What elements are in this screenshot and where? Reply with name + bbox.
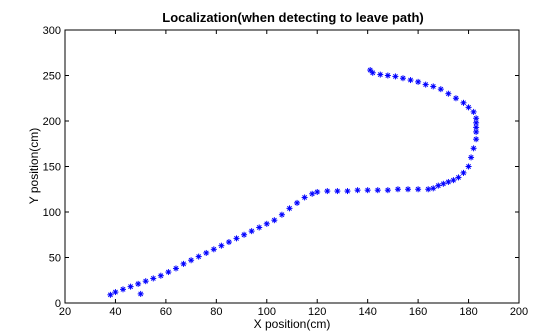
- data-point: [445, 178, 452, 185]
- data-point: [440, 180, 447, 187]
- data-point: [394, 186, 401, 193]
- y-tick-label: 200: [43, 116, 61, 128]
- data-point: [324, 188, 331, 195]
- y-tick-label: 50: [49, 253, 61, 265]
- data-point: [286, 205, 293, 212]
- data-point: [435, 182, 442, 189]
- data-point: [384, 187, 391, 194]
- data-point: [445, 90, 452, 97]
- data-point: [392, 73, 399, 80]
- data-point: [233, 235, 240, 242]
- data-point: [430, 83, 437, 90]
- data-point: [344, 188, 351, 195]
- data-point: [263, 220, 270, 227]
- x-tick-label: 80: [210, 306, 222, 318]
- data-point: [468, 154, 475, 161]
- x-tick-label: 100: [258, 306, 276, 318]
- axis-ticks: 20 40 60 80 100 120 140 160 180 200 0 50 100 150 200 25…: [43, 25, 529, 318]
- data-point: [465, 104, 472, 111]
- data-point: [374, 187, 381, 194]
- data-point: [256, 224, 263, 231]
- data-point: [450, 177, 457, 184]
- data-point: [334, 188, 341, 195]
- x-tick-label: 40: [109, 306, 121, 318]
- data-point: [127, 283, 134, 290]
- data-point: [218, 242, 225, 249]
- x-tick-label: 140: [358, 306, 376, 318]
- data-point: [135, 280, 142, 287]
- data-point: [354, 187, 361, 194]
- data-point: [399, 75, 406, 82]
- x-tick-label: 160: [409, 306, 427, 318]
- data-point: [377, 71, 384, 78]
- x-axis-label: X position(cm): [254, 317, 331, 331]
- data-point: [180, 260, 187, 267]
- data-markers: [107, 67, 480, 298]
- x-tick-label: 180: [459, 306, 477, 318]
- x-tick-label: 60: [160, 306, 172, 318]
- x-tick-label: 200: [510, 306, 528, 318]
- data-point: [150, 275, 157, 282]
- data-point: [309, 190, 316, 197]
- data-point: [384, 72, 391, 79]
- data-point: [278, 211, 285, 218]
- data-point: [165, 269, 172, 276]
- data-point: [241, 231, 248, 238]
- data-point: [172, 265, 179, 272]
- data-point: [422, 81, 429, 88]
- data-point: [405, 186, 412, 193]
- data-point: [210, 246, 217, 253]
- y-tick-label: 250: [43, 71, 61, 83]
- data-point: [248, 228, 255, 235]
- data-point: [470, 145, 477, 152]
- data-point: [430, 185, 437, 192]
- data-point: [107, 291, 114, 298]
- data-point: [415, 78, 422, 85]
- x-tick-label: 20: [59, 306, 71, 318]
- data-point: [367, 67, 374, 74]
- data-point: [465, 163, 472, 170]
- data-point: [425, 186, 432, 193]
- data-point: [225, 239, 232, 246]
- y-tick-label: 300: [43, 25, 61, 37]
- data-point: [301, 194, 308, 201]
- y-axis-label: Y position(cm): [27, 128, 41, 204]
- data-point: [470, 108, 477, 115]
- data-point: [271, 217, 278, 224]
- data-point: [473, 115, 480, 122]
- x-tick-label: 120: [308, 306, 326, 318]
- data-point: [157, 272, 164, 279]
- chart-title: Localization(when detecting to leave pat…: [162, 10, 423, 25]
- data-point: [452, 95, 459, 102]
- data-point: [137, 290, 144, 297]
- data-point: [473, 136, 480, 143]
- data-point: [455, 174, 462, 181]
- data-point: [415, 186, 422, 193]
- data-point: [314, 188, 321, 195]
- data-point: [112, 289, 119, 296]
- data-point: [120, 286, 127, 293]
- data-point: [142, 278, 149, 285]
- y-tick-label: 100: [43, 207, 61, 219]
- plot-area: [64, 29, 520, 304]
- y-tick-label: 0: [55, 298, 61, 310]
- y-tick-label: 150: [43, 162, 61, 174]
- data-point: [437, 86, 444, 93]
- data-point: [460, 169, 467, 176]
- data-point: [407, 77, 414, 84]
- data-point: [460, 99, 467, 106]
- data-point: [203, 249, 210, 256]
- data-point: [364, 187, 371, 194]
- data-point: [195, 253, 202, 260]
- data-point: [188, 257, 195, 264]
- data-point: [294, 199, 301, 206]
